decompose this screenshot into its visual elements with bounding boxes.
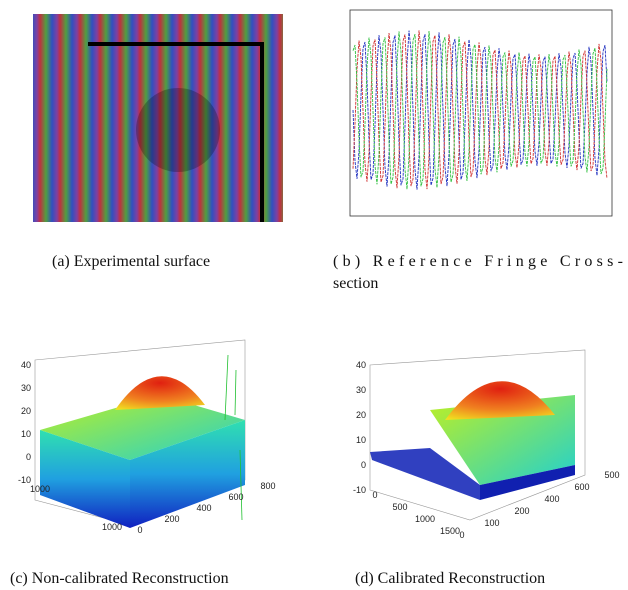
- step: [370, 448, 480, 500]
- surface-top: [40, 395, 245, 460]
- tick-label: 30: [356, 385, 366, 395]
- caption: (c) Non-calibrated Reconstruction: [10, 570, 229, 587]
- tick-label: -10: [353, 485, 366, 495]
- noise-spikes: [224, 354, 243, 521]
- tick-label: 0: [137, 525, 142, 535]
- tick-label: 1000: [30, 484, 50, 494]
- tick-label: 600: [228, 492, 243, 502]
- panel-b: [349, 9, 613, 217]
- plot-frame: [349, 9, 613, 217]
- caption: (b) Reference Fringe Cross-: [333, 253, 623, 270]
- tick-label: -10: [18, 475, 31, 485]
- fringe-curve: [352, 30, 608, 190]
- tick-label: 10: [356, 435, 366, 445]
- tick-label: 10: [21, 429, 31, 439]
- tick-label: 600: [574, 482, 589, 492]
- tick-label: 500: [604, 470, 619, 480]
- dome: [445, 381, 555, 420]
- surface-side: [480, 465, 575, 500]
- fringe-curve: [352, 30, 608, 190]
- tick-label: 200: [164, 514, 179, 524]
- caption: (a) Experimental surface: [52, 253, 210, 270]
- surface-side: [130, 420, 245, 528]
- tick-label: 100: [484, 518, 499, 528]
- tick-label: 20: [356, 410, 366, 420]
- panel-a: [33, 14, 283, 222]
- caption: section: [333, 275, 378, 292]
- axes-box: [369, 349, 586, 521]
- tick-label: 40: [21, 360, 31, 370]
- sphere-shadow: [136, 88, 220, 172]
- tick-label: 500: [392, 502, 407, 512]
- caption: (d) Calibrated Reconstruction: [355, 570, 545, 587]
- tick-label: 30: [21, 383, 31, 393]
- tick-label: 1000: [102, 522, 122, 532]
- tick-label: 400: [196, 503, 211, 513]
- fringe-curve: [352, 30, 608, 190]
- tick-label: 0: [26, 452, 31, 462]
- tick-label: 0: [459, 530, 464, 540]
- tick-label: 400: [544, 494, 559, 504]
- step-edge: [88, 42, 264, 222]
- tick-label: 1500: [440, 526, 460, 536]
- dome: [115, 376, 205, 410]
- tick-label: 40: [356, 360, 366, 370]
- tick-label: 0: [361, 460, 366, 470]
- tick-label: 1000: [415, 514, 435, 524]
- tick-label: 20: [21, 406, 31, 416]
- tick-label: 800: [260, 481, 275, 491]
- panel-d: [369, 349, 586, 521]
- panel-c: [34, 339, 246, 528]
- tick-label: 0: [372, 490, 377, 500]
- fringe-image: [33, 14, 283, 222]
- tick-label: 200: [514, 506, 529, 516]
- surface-side: [40, 430, 130, 528]
